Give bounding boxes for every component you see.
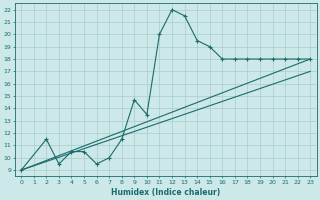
X-axis label: Humidex (Indice chaleur): Humidex (Indice chaleur) (111, 188, 220, 197)
